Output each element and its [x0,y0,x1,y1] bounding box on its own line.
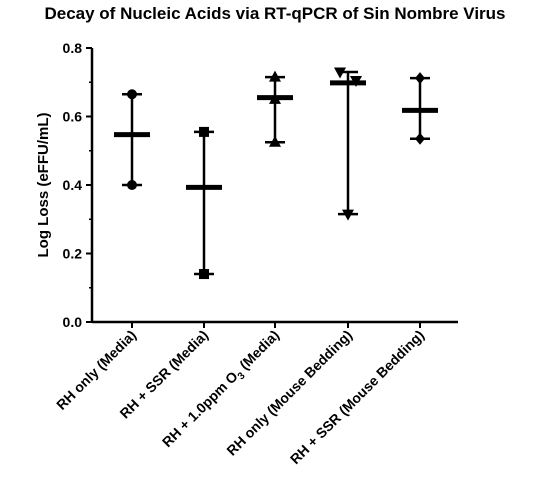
data-group [114,89,150,190]
data-point [127,180,137,190]
y-tick-label: 0.6 [63,109,83,125]
data-point [199,126,209,137]
data-point [415,132,425,145]
data-group [330,67,366,221]
data-point [334,67,346,79]
y-tick-label: 0.0 [63,314,83,330]
chart-title: Decay of Nucleic Acids via RT-qPCR of Si… [44,4,506,23]
data-point [127,89,137,100]
data-group [186,126,222,280]
y-tick-label: 0.8 [63,40,83,56]
y-tick-label: 0.2 [63,246,83,262]
x-tick-label: RH + SSR (Mouse Bedding) [287,327,427,467]
data-point [269,70,281,82]
x-tick-label: RH + 1.0ppm O3 (Media) [159,327,285,453]
data-group [402,72,438,145]
data-point [269,135,281,147]
data-point [415,72,425,85]
data-point [199,269,209,280]
data-group [257,70,293,147]
data-point [269,92,281,104]
y-tick-label: 0.4 [63,177,83,193]
data-point [342,209,354,221]
y-axis-label: Log Loss (eFFU/mL) [35,113,52,258]
data-point [350,76,362,88]
x-tick-label: RH only (Mouse Bedding) [223,327,355,459]
